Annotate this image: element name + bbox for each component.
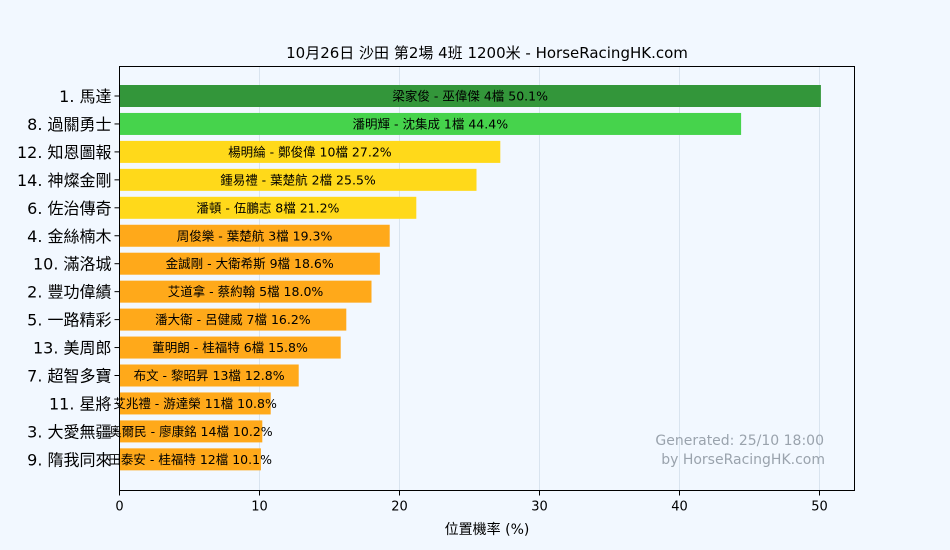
- bar-data-label: 金誠剛 - 大衛希斯 9檔 18.6%: [166, 256, 334, 271]
- y-tick-label: 10. 滿洛城: [33, 255, 112, 274]
- bar: [119, 308, 347, 331]
- y-tick-label: 3. 大愛無疆: [27, 422, 111, 441]
- x-axis-ticks: 0 10 20 30 40 50: [115, 490, 828, 515]
- y-tick-label: 1. 馬達: [59, 87, 111, 106]
- y-tick-label: 9. 隋我同來: [27, 450, 111, 469]
- bar: [119, 336, 341, 359]
- x-tick-label: 40: [671, 500, 688, 515]
- x-tick-label: 50: [811, 500, 828, 515]
- bar-data-label: 奧爾民 - 廖康銘 14檔 10.2%: [109, 424, 273, 439]
- bar-data-label: 田泰安 - 桂福特 12檔 10.1%: [108, 452, 272, 467]
- bar-data-label: 潘頓 - 伍鵬志 8檔 21.2%: [196, 200, 339, 215]
- bars: 梁家俊 - 巫偉傑 4檔 50.1% 潘明輝 - 沈集成 1檔 44.4% 楊明綸 …: [108, 85, 821, 471]
- bar-data-label: 周俊樂 - 葉楚航 3檔 19.3%: [177, 228, 333, 243]
- bar: [119, 85, 821, 107]
- bar: [119, 448, 261, 471]
- y-tick-label: 13. 美周郎: [33, 339, 112, 358]
- x-tick-label: 20: [391, 500, 408, 515]
- y-tick-label: 12. 知恩圖報: [17, 143, 112, 162]
- bar-data-label: 艾道拿 - 蔡約翰 5檔 18.0%: [168, 284, 324, 299]
- bar: [119, 280, 372, 303]
- bar-data-label: 潘明輝 - 沈集成 1檔 44.4%: [353, 116, 509, 131]
- bar: [119, 168, 477, 191]
- bar-data-label: 布文 - 黎昭昇 13檔 12.8%: [134, 368, 285, 383]
- bar-data-label: 潘大衛 - 呂健威 7檔 16.2%: [155, 312, 311, 327]
- bar: [119, 252, 380, 275]
- bar-data-label: 董明朗 - 桂福特 6檔 15.8%: [152, 340, 308, 355]
- bar-data-label: 楊明綸 - 鄭俊偉 10檔 27.2%: [228, 144, 392, 159]
- bar-data-label: 梁家俊 - 巫偉傑 4檔 50.1%: [392, 89, 548, 104]
- bar: [119, 364, 299, 387]
- y-axis-labels: 1. 馬達 8. 過關勇士 12. 知恩圖報 14. 神燦金剛 6. 佐治傳奇 4. 金絲…: [17, 87, 120, 469]
- x-tick-label: 0: [115, 500, 123, 515]
- y-tick-label: 14. 神燦金剛: [17, 171, 112, 190]
- y-tick-label: 6. 佐治傳奇: [27, 199, 111, 218]
- bar-data-label: 艾兆禮 - 游達榮 11檔 10.8%: [113, 396, 277, 411]
- watermark-generated: Generated: 25/10 18:00: [655, 433, 824, 449]
- y-tick-label: 4. 金絲楠木: [27, 227, 111, 246]
- bar: [119, 140, 501, 163]
- y-tick-label: 2. 豐功偉績: [27, 283, 111, 302]
- y-tick-label: 7. 超智多寶: [27, 367, 111, 386]
- x-tick-label: 30: [531, 500, 548, 515]
- y-tick-label: 8. 過關勇士: [27, 115, 111, 134]
- bar: [119, 196, 417, 219]
- y-tick-label: 11. 星將: [49, 394, 112, 413]
- y-tick-label: 5. 一路精彩: [27, 311, 111, 330]
- x-tick-label: 10: [251, 500, 268, 515]
- bar: [119, 224, 390, 247]
- bar: [119, 112, 742, 135]
- chart-title: 10月26日 沙田 第2場 4班 1200米 - HorseRacingHK.c…: [286, 44, 688, 62]
- plot-frame: [119, 66, 855, 491]
- bar-data-label: 鍾易禮 - 葉楚航 2檔 25.5%: [220, 172, 376, 187]
- bar: [119, 392, 271, 415]
- watermark-site: by HorseRacingHK.com: [661, 452, 825, 468]
- x-axis-label: 位置機率 (%): [445, 521, 530, 538]
- bar: [119, 420, 263, 443]
